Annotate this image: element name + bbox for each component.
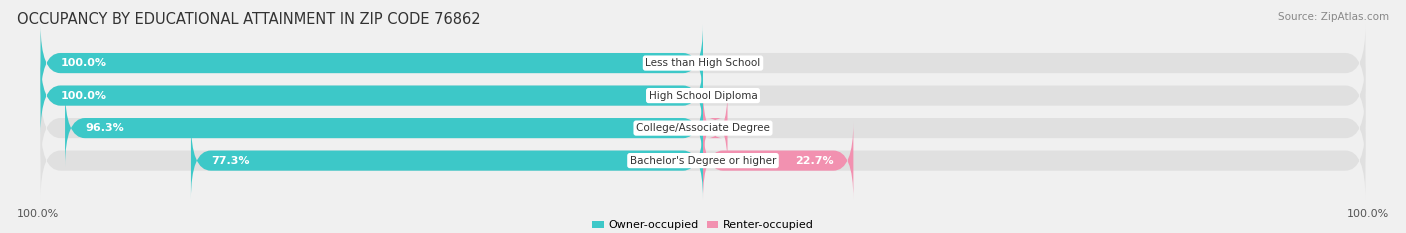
- FancyBboxPatch shape: [41, 24, 1365, 102]
- Text: OCCUPANCY BY EDUCATIONAL ATTAINMENT IN ZIP CODE 76862: OCCUPANCY BY EDUCATIONAL ATTAINMENT IN Z…: [17, 12, 481, 27]
- FancyBboxPatch shape: [703, 89, 727, 167]
- Text: Less than High School: Less than High School: [645, 58, 761, 68]
- Text: 0.0%: 0.0%: [710, 91, 740, 101]
- Text: 100.0%: 100.0%: [60, 58, 107, 68]
- FancyBboxPatch shape: [703, 122, 853, 199]
- Text: College/Associate Degree: College/Associate Degree: [636, 123, 770, 133]
- Text: 100.0%: 100.0%: [60, 91, 107, 101]
- Text: 77.3%: 77.3%: [211, 156, 249, 166]
- Text: 0.0%: 0.0%: [710, 58, 740, 68]
- Text: Bachelor's Degree or higher: Bachelor's Degree or higher: [630, 156, 776, 166]
- FancyBboxPatch shape: [41, 57, 703, 134]
- FancyBboxPatch shape: [65, 89, 703, 167]
- FancyBboxPatch shape: [41, 122, 1365, 199]
- Text: 22.7%: 22.7%: [794, 156, 834, 166]
- Legend: Owner-occupied, Renter-occupied: Owner-occupied, Renter-occupied: [588, 216, 818, 233]
- Text: 100.0%: 100.0%: [17, 209, 59, 219]
- Text: 100.0%: 100.0%: [1347, 209, 1389, 219]
- FancyBboxPatch shape: [191, 122, 703, 199]
- Text: 96.3%: 96.3%: [84, 123, 124, 133]
- FancyBboxPatch shape: [41, 57, 1365, 134]
- Text: Source: ZipAtlas.com: Source: ZipAtlas.com: [1278, 12, 1389, 22]
- Text: High School Diploma: High School Diploma: [648, 91, 758, 101]
- Text: 3.7%: 3.7%: [734, 123, 765, 133]
- FancyBboxPatch shape: [41, 24, 703, 102]
- FancyBboxPatch shape: [41, 89, 1365, 167]
